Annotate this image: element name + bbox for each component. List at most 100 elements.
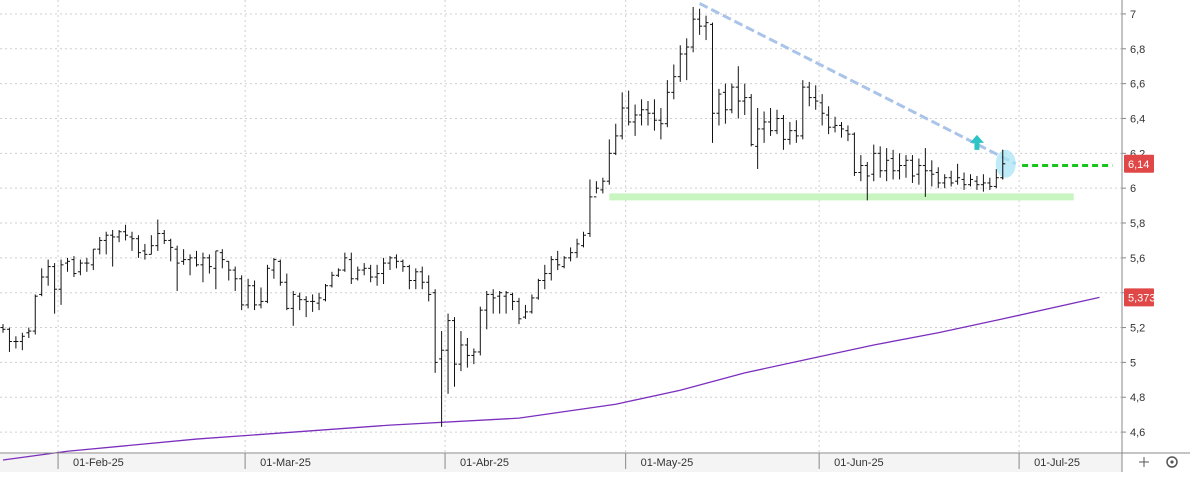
ohlc-bar [387,256,393,271]
ohlc-bar [348,252,354,284]
ohlc-bar [458,331,464,372]
ohlc-bar [419,266,425,290]
ohlc-bar [303,296,309,318]
ohlc-bar [497,290,503,314]
ohlc-bar [258,287,264,309]
ohlc-bar [600,177,606,194]
ohlc-bar [884,148,890,182]
y-tick-label: 6 [1130,183,1136,195]
ohlc-bar [393,254,399,269]
ohlc-bar [890,149,896,180]
ohlc-bar [677,45,683,82]
ohlc-bar [864,162,870,201]
ohlc-bar [271,257,277,279]
ohlc-bar [503,290,509,314]
ohlc-bar [135,235,141,258]
ohlc-bar [168,238,174,262]
ohlc-bar [974,175,980,190]
y-tick-label: 5,2 [1130,323,1145,335]
ohlc-bar [432,289,438,373]
ohlc-bar [239,275,245,311]
trendline-layer [698,2,1017,166]
ohlc-bar [219,249,225,269]
ohlc-bar [471,348,477,365]
ohlc-bar [142,243,148,260]
ohlc-bar [426,275,432,302]
ohlc-bar [632,104,638,136]
x-tick-label: 01-Abr-25 [460,457,509,469]
ohlc-bar [58,259,64,305]
moving-average-layer [2,296,1100,461]
ohlc-bar [174,245,180,291]
ohlc-bar [490,289,496,314]
ohlc-bar [355,266,361,281]
ohlc-bar [800,80,806,140]
ohlc-bar [464,338,470,368]
ohlc-bar [381,257,387,284]
ohlc-bar [697,8,703,35]
x-tick-label: 01-Jul-25 [1034,457,1080,469]
ohlc-bar [316,292,322,311]
ohlc-bar [161,229,167,244]
support-zone [609,193,1074,201]
ohlc-bar [290,290,296,326]
last-price-badge-bg [1124,154,1154,173]
moving-average-badge: 5,373 [1124,288,1156,307]
ohlc-bar [748,94,754,147]
ohlc-bar [400,259,406,272]
y-tick-label: 5,6 [1130,253,1145,265]
ohlc-bar [851,132,857,176]
ohlc-bar [374,264,380,286]
ohlc-bar [729,83,735,114]
ohlc-bar [871,144,877,182]
ohlc-bar [206,254,212,274]
ohlc-bar [780,114,786,150]
ohlc-bar [626,90,632,126]
grid [0,0,1122,473]
ohlc-bar [593,181,599,198]
gear-icon [1166,456,1178,468]
ohlc-bar [813,85,819,110]
moving-average-line [2,296,1100,461]
ohlc-bar [555,250,561,271]
ohlc-bar [787,121,793,145]
moving-average-badge-bg [1124,288,1154,307]
arrow-shape [969,134,984,150]
ohlc-bar [148,235,154,255]
support-zone-layer [609,193,1074,201]
ohlc-bar [897,153,903,180]
ohlc-bar [832,116,838,133]
ohlc-bar [671,64,677,100]
ohlc-bar [735,66,741,119]
ohlc-bar [32,294,38,335]
x-tick-label: 01-May-25 [641,457,694,469]
ohlc-bar [39,268,45,297]
ohlc-bar [65,257,70,272]
ohlc-bar [110,229,116,267]
ohlc-bar [826,106,832,135]
ohlc-bar [77,259,83,276]
ohlc-bar [877,146,883,178]
ohlc-bar [213,250,219,290]
ohlc-bar [922,148,928,197]
ohlc-bar [342,252,348,272]
ohlc-bar [645,101,651,126]
ohlc-bar [297,292,303,311]
trendline [698,2,1017,166]
gear-ring [1166,456,1178,468]
ohlc-bar [129,231,135,251]
ohlc-bar [929,160,935,187]
ohlc-bar [716,88,722,126]
ohlc-bar [264,264,270,304]
ohlc-bars [0,6,1006,427]
ohlc-bar [45,259,51,286]
ohlc-bar [968,174,973,187]
ohlc-bar [232,266,238,291]
ohlc-bar [335,268,341,278]
ohlc-bar [522,304,528,319]
x-axis-band [0,454,1122,473]
ohlc-bar [226,260,232,281]
y-tick-label: 5 [1130,357,1136,369]
ohlc-bar [606,139,612,185]
